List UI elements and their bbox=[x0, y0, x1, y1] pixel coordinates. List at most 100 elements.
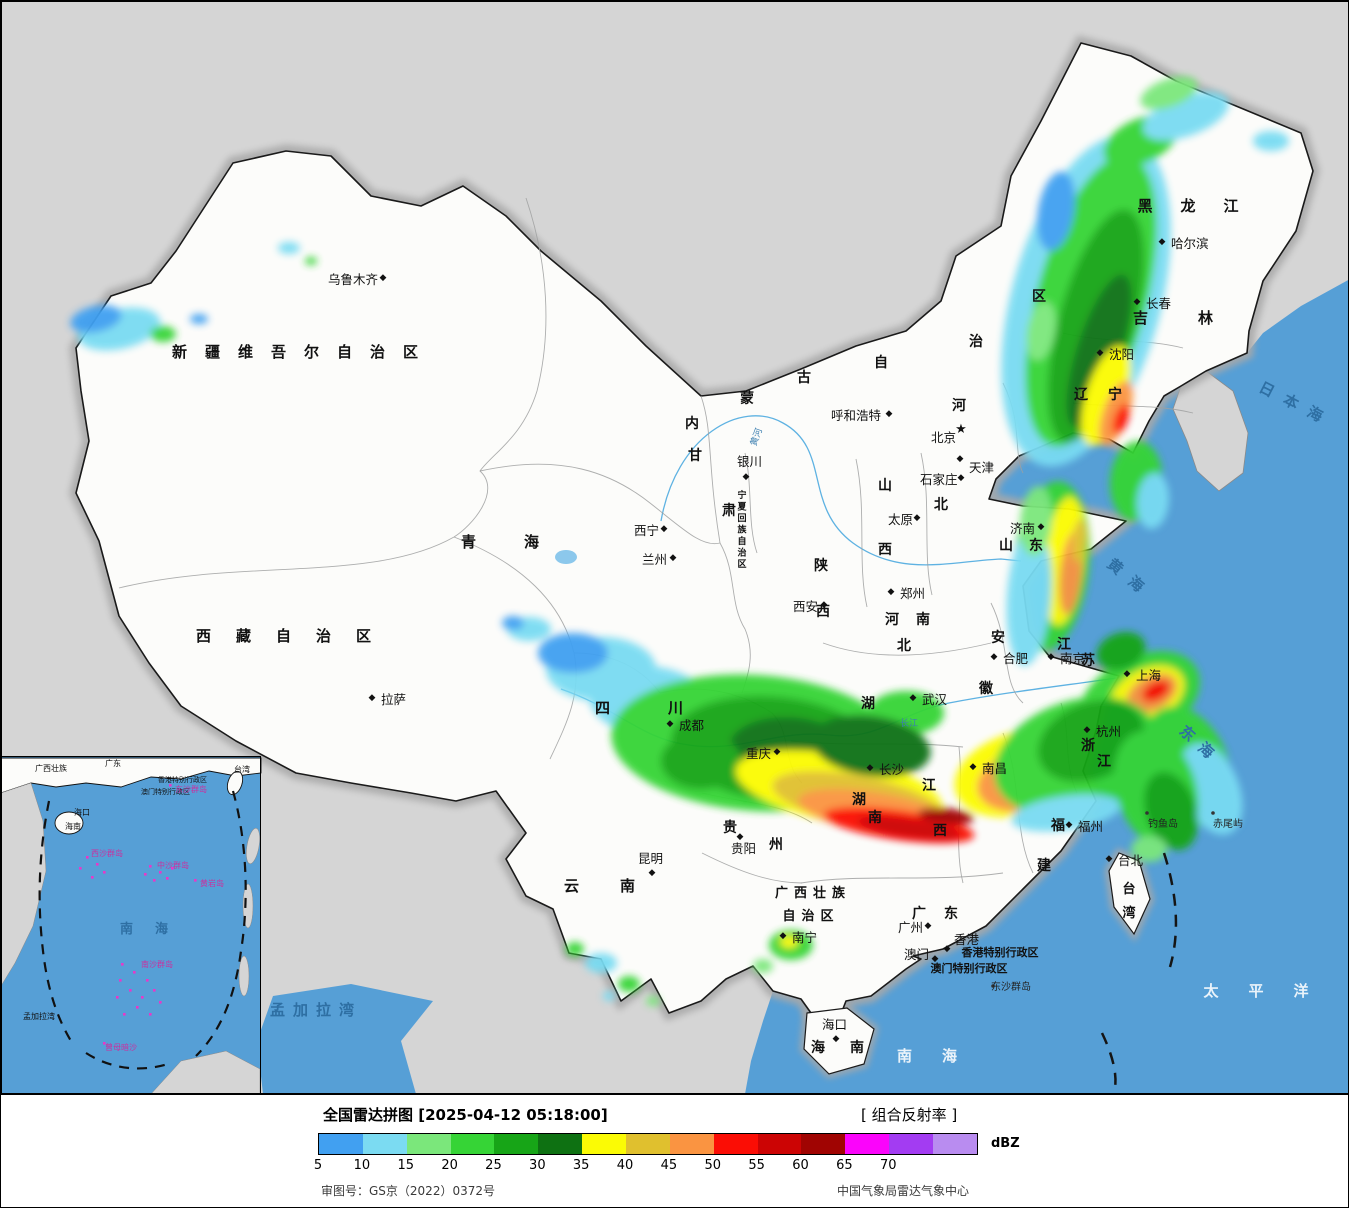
radar-echo bbox=[1142, 680, 1170, 702]
inset-island-speck bbox=[116, 996, 119, 999]
city-marker: ◆ bbox=[1048, 652, 1055, 662]
province-label: 陕 bbox=[814, 557, 828, 574]
dbz-tick: 20 bbox=[441, 1158, 458, 1173]
inset-island-speck bbox=[86, 856, 89, 859]
city-marker: ◆ bbox=[970, 762, 977, 772]
river-label: 长江 bbox=[900, 717, 918, 729]
city-marker: ◆ bbox=[743, 472, 750, 482]
dbz-tick: 60 bbox=[792, 1158, 809, 1173]
province-label: 新疆维吾尔自治区 bbox=[172, 343, 436, 361]
inset-sea-label: 南海 bbox=[120, 921, 190, 937]
province-label: 河南 bbox=[885, 611, 947, 628]
province-label: 湾 bbox=[1122, 905, 1135, 921]
city-marker: ◆ bbox=[944, 944, 951, 954]
radar-echo bbox=[753, 959, 773, 973]
province-boundary bbox=[990, 602, 1024, 704]
ocean-bay-of-bengal bbox=[257, 984, 433, 1094]
radar-echo bbox=[918, 807, 974, 825]
legend-swatch bbox=[713, 1134, 758, 1154]
china-radar-map: 黑龙江吉林辽宁新疆维吾尔自治区内蒙古自治区甘肃青海西藏自治区四川云南贵州湖南湖北… bbox=[1, 1, 1348, 1094]
province-label: 区 bbox=[1032, 289, 1046, 305]
inset-island-speck bbox=[103, 871, 106, 874]
province-boundary bbox=[855, 458, 868, 608]
radar-echo bbox=[1036, 171, 1076, 251]
hainan-island bbox=[803, 1007, 875, 1075]
inset-island-speck bbox=[91, 876, 94, 879]
city-label: 太原 bbox=[888, 512, 913, 527]
radar-echo bbox=[1143, 91, 1229, 141]
radar-echo bbox=[1112, 403, 1130, 435]
province-label: 治 bbox=[969, 333, 983, 350]
agency-label: 中国气象局雷达气象中心 bbox=[837, 1184, 970, 1198]
city-marker: ◆ bbox=[661, 524, 668, 534]
province-label: 治 bbox=[737, 547, 746, 559]
dbz-tick: 10 bbox=[353, 1158, 371, 1173]
legend-swatch bbox=[582, 1134, 627, 1154]
radar-echo bbox=[502, 616, 524, 630]
city-label: 南昌 bbox=[982, 761, 1007, 776]
city-label: 重庆 bbox=[746, 746, 772, 761]
radar-echo bbox=[70, 305, 122, 333]
inset-island-label: 黄岩岛 bbox=[200, 878, 224, 888]
city-marker: ◆ bbox=[369, 693, 376, 703]
city-label: 南京 bbox=[1060, 651, 1085, 666]
inset-place-label: 广西壮族 bbox=[35, 763, 67, 773]
sea-label: 太平洋 bbox=[1203, 982, 1338, 1000]
nine-dash-line bbox=[38, 800, 72, 1042]
city-marker: ◆ bbox=[1038, 522, 1045, 532]
city-marker: ◆ bbox=[932, 954, 939, 964]
dbz-tick: 55 bbox=[748, 1158, 765, 1173]
province-label: 海南 bbox=[811, 1039, 889, 1056]
city-label: 郑州 bbox=[900, 586, 925, 601]
radar-echo bbox=[1011, 794, 1121, 832]
city-marker: ◆ bbox=[914, 513, 921, 523]
city-label: 昆明 bbox=[638, 851, 663, 866]
dash-line-segment bbox=[1100, 1032, 1117, 1094]
province-label: 山 bbox=[878, 478, 892, 494]
dbz-tick: 25 bbox=[485, 1158, 502, 1173]
city-label: 呼和浩特 bbox=[831, 408, 881, 423]
province-label: 山东 bbox=[999, 537, 1059, 554]
province-label: 夏 bbox=[736, 502, 747, 513]
inset-island-label: 南沙群岛 bbox=[141, 959, 173, 969]
inset-island-speck bbox=[123, 1013, 126, 1016]
province-label: 贵 bbox=[723, 819, 737, 836]
city-label: 海口 bbox=[822, 1017, 847, 1032]
sea-label: 南海 bbox=[897, 1047, 987, 1065]
city-label: 长沙 bbox=[879, 762, 905, 777]
inset-island-speck bbox=[149, 865, 152, 868]
radar-echo bbox=[1019, 486, 1053, 556]
city-marker: ◆ bbox=[886, 409, 893, 419]
province-label: 回 bbox=[737, 513, 746, 524]
province-label: 台 bbox=[1122, 881, 1135, 897]
map-approval-number: 审图号：GS京（2022）0372号 bbox=[321, 1184, 495, 1198]
radar-echo bbox=[603, 991, 615, 1001]
inset-island-label: 西沙群岛 bbox=[91, 848, 123, 858]
city-label: 银川 bbox=[737, 454, 762, 469]
island-dot bbox=[1145, 811, 1149, 815]
city-marker: ◆ bbox=[821, 600, 828, 610]
province-label: 自 bbox=[737, 535, 746, 547]
city-marker: ◆ bbox=[1097, 348, 1104, 358]
city-marker: ◆ bbox=[1084, 725, 1091, 735]
dbz-tick: 70 bbox=[879, 1158, 897, 1173]
inset-island-speck bbox=[129, 989, 132, 992]
province-boundary bbox=[700, 395, 721, 544]
legend-panel: 全国雷达拼图 [2025-04-12 05:18:00] [ 组合反射率 ] d… bbox=[1, 1094, 1348, 1207]
province-label: 西 bbox=[933, 823, 947, 839]
city-label: 哈尔滨 bbox=[1171, 236, 1209, 251]
province-label: 江 bbox=[922, 777, 936, 794]
ocean-east bbox=[745, 280, 1348, 1094]
radar-echo bbox=[1071, 519, 1087, 563]
city-label: 香港 bbox=[954, 932, 980, 947]
city-label: 西宁 bbox=[634, 523, 659, 538]
legend-swatch bbox=[801, 1134, 846, 1154]
province-label: 古 bbox=[797, 369, 811, 386]
city-marker: ◆ bbox=[991, 652, 998, 662]
city-label: 广州 bbox=[898, 920, 923, 935]
legend-swatch bbox=[450, 1134, 495, 1154]
dbz-unit-label: dBZ bbox=[991, 1136, 1020, 1151]
product-label: [ 组合反射率 ] bbox=[861, 1106, 958, 1124]
province-boundary bbox=[920, 452, 933, 596]
radar-echo bbox=[1026, 301, 1056, 361]
